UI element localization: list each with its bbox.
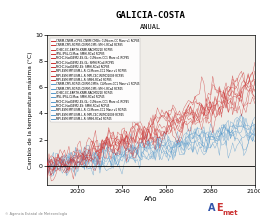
Text: GALICIA-COSTA: GALICIA-COSTA [116,11,186,20]
Text: A: A [208,203,216,213]
X-axis label: Año: Año [144,196,158,202]
Text: E: E [216,203,222,213]
Text: ANUAL: ANUAL [140,24,161,30]
Text: © Agencia Estatal de Meteorología: © Agencia Estatal de Meteorología [5,212,67,216]
Y-axis label: Cambio de la temperatura máxima (°C): Cambio de la temperatura máxima (°C) [28,51,34,169]
Text: met: met [222,210,238,216]
Legend: CNRM-CNRM-rCP85-CNRM-CM5h: CLMcom-CC Marz v1 RCP85, CNRM-CM5-RCP85-CNRM-CM5: SMH: CNRM-CNRM-rCP85-CNRM-CM5h: CLMcom-CC Mar… [50,38,140,122]
